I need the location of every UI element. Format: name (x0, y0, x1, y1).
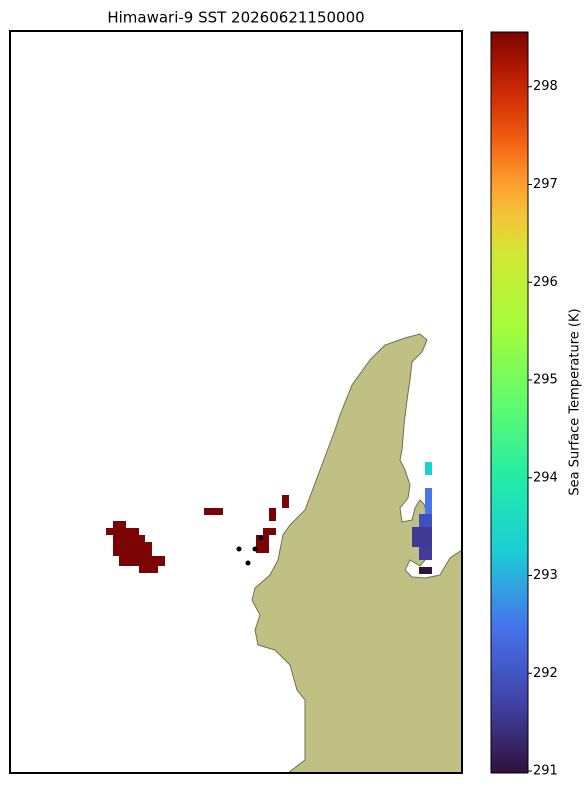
colorbar-tick-label: 292 (533, 666, 558, 681)
colorbar-tick-label: 294 (533, 470, 558, 485)
colorbar (490, 31, 529, 774)
colorbar-tick-label: 296 (533, 275, 558, 290)
colorbar-tick-label: 291 (533, 764, 558, 779)
points (236, 535, 264, 566)
land (251, 333, 462, 773)
colorbar-tick-label: 293 (533, 568, 558, 583)
colorbar-label: Sea Surface Temperature (K) (568, 308, 583, 495)
chart-title: Himawari-9 SST 20260621150000 (107, 9, 364, 27)
map (106, 333, 462, 773)
colorbar-tick-label: 297 (533, 177, 558, 192)
sst-pixels-cool (412, 462, 432, 574)
colorbar-tick-label: 298 (533, 79, 558, 94)
sst-pixels-warm (106, 495, 289, 573)
colorbar-tick-label: 295 (533, 373, 558, 388)
map-frame (9, 30, 463, 774)
